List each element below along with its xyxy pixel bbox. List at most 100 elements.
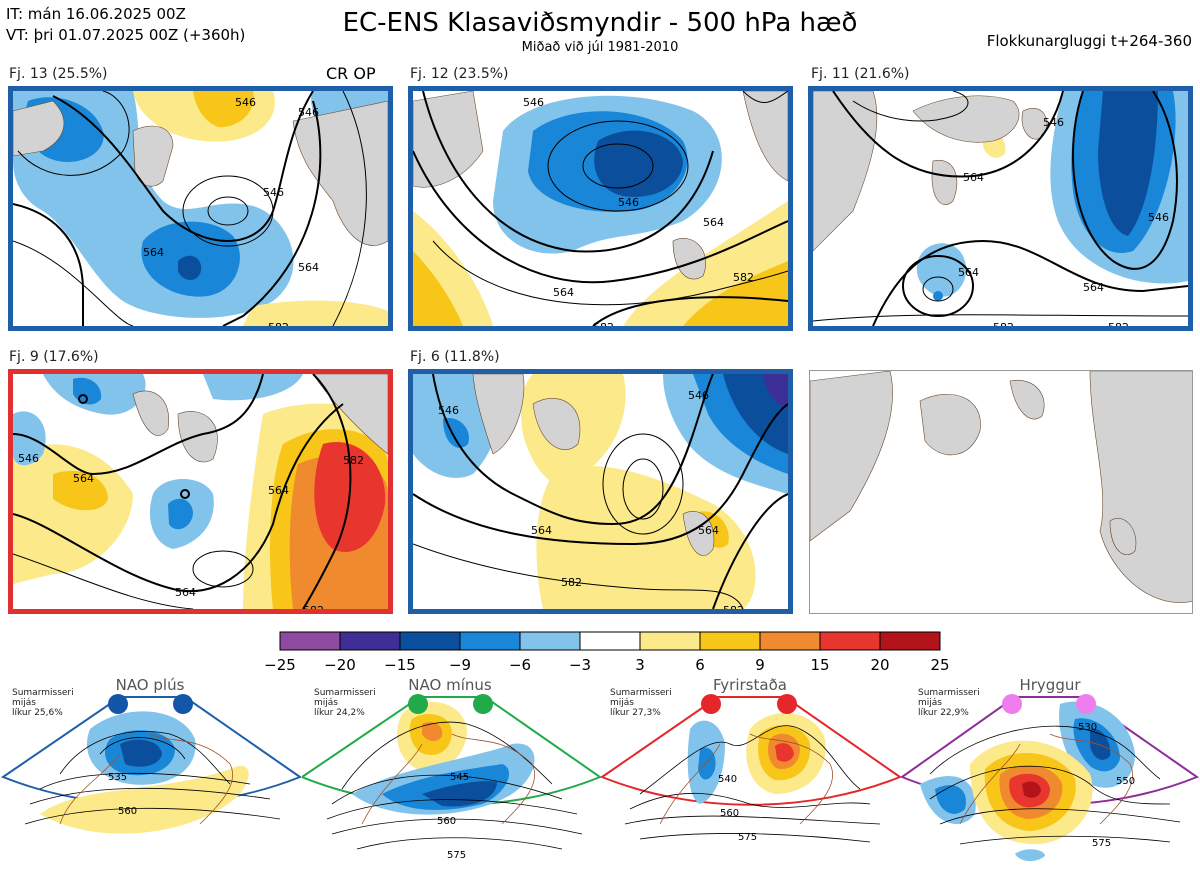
regime-dot: [408, 694, 428, 714]
anom-neg: [203, 374, 303, 401]
land: [1009, 379, 1045, 420]
contour: [39, 772, 251, 790]
colorbar-box: [519, 631, 581, 651]
regime-dot: [1002, 694, 1022, 714]
contour-label: 575: [738, 832, 757, 843]
panel-1-label: Fj. 13 (25.5%): [9, 66, 108, 82]
contour-label: 582: [593, 321, 614, 326]
colorbar-box: [579, 631, 641, 651]
anom-pos: [775, 743, 794, 762]
colorbar-box: [819, 631, 881, 651]
panel-2-label: Fj. 12 (23.5%): [410, 66, 509, 82]
contour: [712, 493, 788, 609]
contour: [1072, 91, 1178, 270]
cluster-map-4: 546 564 564 582 564 582: [8, 369, 393, 614]
contour: [929, 725, 1161, 780]
regime-dot: [108, 694, 128, 714]
contour: [78, 394, 88, 404]
contour: [99, 737, 186, 760]
colorbar-box: [699, 631, 761, 651]
coastline: [361, 733, 535, 825]
contour-label: 575: [447, 850, 466, 861]
contour: [602, 433, 684, 535]
contour-label: 582: [343, 454, 364, 467]
contour: [547, 120, 689, 212]
contour: [959, 835, 1171, 845]
contour: [222, 100, 322, 326]
cluster-map-2-plot: 546 546 564 582 564 582: [413, 91, 788, 326]
contour-label: 582: [993, 321, 1014, 326]
contour: [24, 807, 281, 825]
contour: [872, 239, 1188, 326]
regime-ridge: 530 550 575 Hryggur Sumarmisseri mijás l…: [900, 674, 1200, 871]
anom-neg: [1098, 91, 1158, 236]
colorbar-tick-label: −20: [324, 656, 356, 674]
contour: [52, 91, 314, 242]
anom-neg: [1090, 728, 1111, 760]
cluster-map-3: 546 564 546 564 582 582 564: [808, 86, 1193, 331]
contour-label: 546: [523, 96, 544, 109]
land: [672, 238, 706, 280]
regime-title: NAO plús: [115, 676, 185, 694]
anom-pos: [422, 722, 443, 742]
anom-pos: [413, 251, 463, 326]
anom-neg: [763, 374, 788, 409]
contour: [639, 833, 871, 843]
regime-dot: [173, 694, 193, 714]
colorbar-tick-label: −25: [264, 656, 296, 674]
contour-label: 530: [1078, 722, 1097, 733]
anom-pos: [193, 91, 254, 128]
contour-label: 546: [18, 452, 39, 465]
contour-label: 564: [703, 216, 724, 229]
anom-pos: [13, 444, 133, 584]
land: [1109, 518, 1137, 556]
contour: [413, 150, 788, 284]
cluster-map-5: 546 546 564 582 564 582: [408, 369, 793, 614]
contour-label: 582: [733, 271, 754, 284]
contour-label: 535: [108, 772, 127, 783]
colorbar-box: [879, 631, 941, 651]
contour: [17, 91, 130, 176]
panel-3-label: Fj. 11 (21.6%): [811, 66, 910, 82]
land: [742, 91, 788, 182]
contour: [13, 374, 264, 476]
land: [810, 371, 893, 542]
regime-dot: [777, 694, 797, 714]
regime-title: NAO mínus: [408, 676, 492, 694]
anom-neg: [168, 498, 193, 530]
panel-1-tag: CR OP: [326, 64, 376, 83]
contour: [13, 240, 134, 326]
coastline: [659, 733, 833, 825]
contour: [356, 837, 563, 850]
contour-label: 540: [718, 774, 737, 785]
land: [919, 394, 981, 456]
cluster-map-1: 564 546 546 564 582 546: [8, 86, 393, 331]
contour: [180, 489, 190, 499]
anom-neg: [935, 785, 966, 814]
contour-label: 582: [303, 604, 324, 609]
colorbar-tick-label: 25: [930, 656, 950, 674]
contour-label: 560: [720, 808, 739, 819]
page-title: EC-ENS Klasaviðsmyndir - 500 hPa hæð: [342, 8, 858, 38]
regime-blocking-plot: 540 560 575: [600, 694, 902, 843]
contour: [622, 458, 664, 520]
regime-title: Fyrirstaða: [713, 676, 787, 694]
contour-label: 564: [143, 246, 164, 259]
contour: [413, 403, 788, 546]
contour: [13, 403, 344, 593]
regime-info: Sumarmisseri mijás líkur 22,9%: [918, 688, 980, 718]
contour-label: 564: [698, 524, 719, 537]
regime-nao-plus: 535 560 NAO plús Sumarmisseri mijás líku…: [0, 674, 302, 871]
coastline: [59, 733, 233, 825]
contour-label: 546: [263, 186, 284, 199]
contour-label: 564: [1083, 281, 1104, 294]
colorbar-tick-label: −3: [568, 656, 592, 674]
contour-label: 564: [73, 472, 94, 485]
land: [292, 100, 388, 246]
contour-label: 546: [235, 96, 256, 109]
contour: [326, 799, 578, 820]
colorbar-box: [399, 631, 461, 651]
contour: [629, 792, 871, 810]
contour-label: 575: [1092, 838, 1111, 849]
colorbar-box: [759, 631, 821, 651]
